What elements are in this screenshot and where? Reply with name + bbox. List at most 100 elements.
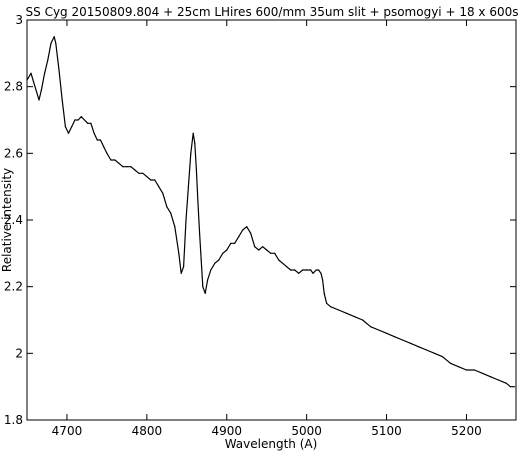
data-point: [393, 336, 396, 338]
data-point: [226, 249, 228, 251]
data-point: [90, 122, 92, 124]
x-axis-title: Wavelength (A): [225, 437, 318, 451]
data-point: [106, 152, 108, 154]
data-point: [146, 176, 148, 178]
data-point: [64, 126, 66, 128]
data-point: [346, 312, 348, 314]
data-point: [465, 369, 468, 371]
data-point: [509, 386, 511, 388]
data-point: [294, 269, 296, 271]
data-point: [58, 69, 60, 71]
data-point: [122, 166, 124, 168]
data-point: [323, 292, 325, 294]
data-point: [270, 252, 272, 254]
data-point: [497, 379, 499, 381]
data-point: [195, 169, 197, 171]
data-point: [286, 266, 288, 268]
data-point: [290, 269, 292, 271]
data-point: [44, 72, 46, 74]
data-point: [306, 269, 308, 271]
data-point: [87, 122, 89, 124]
x-tick-label: 4700: [52, 424, 83, 438]
data-point: [449, 362, 452, 364]
data-point: [246, 226, 248, 228]
data-point: [166, 206, 168, 208]
data-point: [158, 186, 160, 188]
data-point: [199, 232, 201, 234]
data-point: [170, 212, 172, 214]
data-point: [34, 86, 36, 88]
data-point: [197, 202, 199, 204]
y-axis: 1.8 2 2.2 2.4 2.6 2.8 3: [4, 13, 516, 427]
data-point: [386, 332, 388, 334]
chart-title: SS Cyg 20150809.804 + 25cm LHires 600/mm…: [26, 5, 519, 19]
data-point: [190, 152, 192, 154]
data-point: [118, 162, 120, 164]
data-point: [266, 249, 268, 251]
data-point: [183, 266, 185, 268]
data-point: [110, 159, 112, 161]
data-point: [99, 139, 102, 141]
data-point: [96, 139, 98, 141]
data-point: [262, 246, 264, 248]
data-point: [318, 269, 320, 271]
y-tick-label: 2: [15, 346, 23, 360]
data-point: [130, 166, 132, 168]
data-point: [222, 252, 224, 254]
data-point: [425, 349, 428, 351]
data-point: [238, 236, 240, 238]
data-point: [258, 249, 260, 251]
data-point: [234, 242, 236, 244]
data-point: [441, 356, 444, 358]
y-tick-label: 2.2: [4, 280, 23, 294]
data-point: [298, 272, 300, 274]
data-point: [250, 232, 252, 234]
data-point: [61, 99, 63, 101]
plot-frame: [26, 19, 517, 421]
data-point: [505, 382, 507, 384]
x-tick-label: 4900: [211, 424, 242, 438]
data-point: [192, 132, 194, 134]
y-tick-label: 2.4: [4, 213, 23, 227]
data-point: [489, 376, 491, 378]
data-point: [326, 302, 328, 304]
data-point: [202, 286, 204, 288]
data-point: [200, 259, 202, 261]
data-point: [204, 292, 206, 294]
data-point: [114, 159, 116, 161]
data-point: [254, 246, 256, 248]
data-point: [138, 172, 140, 174]
data-point: [278, 259, 280, 261]
data-point: [473, 369, 476, 371]
data-point: [30, 72, 32, 74]
data-point: [40, 89, 43, 91]
data-point: [282, 262, 284, 264]
data-point: [53, 36, 55, 38]
data-point: [513, 386, 516, 388]
data-point: [74, 119, 76, 121]
y-tick-label: 2.8: [4, 80, 23, 94]
y-tick-label: 2.6: [4, 146, 23, 160]
x-tick-label: 5100: [371, 424, 402, 438]
data-point: [274, 252, 276, 254]
x-tick-label: 4800: [132, 424, 163, 438]
data-point: [417, 346, 420, 348]
data-point: [338, 309, 340, 311]
data-point: [185, 219, 187, 221]
data-point: [71, 126, 73, 128]
data-point: [457, 366, 460, 368]
data-point: [26, 79, 28, 81]
data-point: [77, 119, 79, 121]
data-point: [103, 146, 105, 148]
data-point: [150, 179, 152, 181]
data-point: [50, 42, 52, 44]
data-point: [142, 172, 144, 174]
data-point: [370, 326, 372, 328]
data-point: [187, 186, 189, 188]
data-point: [310, 269, 312, 271]
data-point: [80, 116, 82, 118]
data-point: [55, 42, 57, 44]
data-point: [320, 272, 322, 274]
data-point: [154, 179, 156, 181]
